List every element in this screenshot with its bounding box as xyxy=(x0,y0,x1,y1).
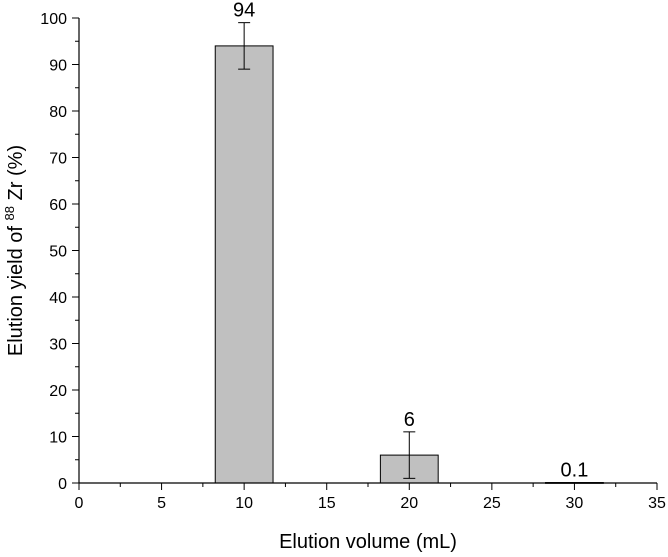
y-axis-title-element: Zr xyxy=(5,181,27,200)
axes-layer xyxy=(78,18,657,484)
x-ticks-layer: 0 5 10 15 20 25 30 35 xyxy=(75,483,666,512)
y-axis-title-prefix: Elution yield of xyxy=(5,220,27,356)
x-tick-label-1: 5 xyxy=(157,495,166,512)
data-label-1: 6 xyxy=(404,409,415,431)
data-label-0: 94 xyxy=(233,0,255,22)
y-tick-label-7: 70 xyxy=(49,151,67,168)
y-ticks-layer: 0 10 20 30 40 50 60 70 80 90 100 xyxy=(40,11,79,493)
y-tick-label-9: 90 xyxy=(49,58,67,75)
y-tick-label-0: 0 xyxy=(58,476,67,493)
x-tick-label-0: 0 xyxy=(75,495,84,512)
y-tick-label-5: 50 xyxy=(49,244,67,261)
error-bars-layer xyxy=(238,22,416,479)
y-tick-label-3: 30 xyxy=(49,337,67,354)
data-label-2: 0.1 xyxy=(561,460,589,482)
y-tick-label-10: 100 xyxy=(40,11,67,28)
y-tick-label-2: 20 xyxy=(49,383,67,400)
data-labels-layer: 94 6 0.1 xyxy=(233,0,588,482)
bar-0 xyxy=(214,45,274,484)
x-tick-label-2: 10 xyxy=(235,495,253,512)
x-tick-label-5: 25 xyxy=(483,495,501,512)
y-axis-title-superscript: 88 xyxy=(2,206,17,220)
y-axis-title-suffix: (%) xyxy=(5,145,27,176)
x-tick-label-3: 15 xyxy=(318,495,336,512)
x-tick-label-7: 35 xyxy=(648,495,666,512)
y-tick-label-8: 80 xyxy=(49,104,67,121)
x-axis-title: Elution volume (mL) xyxy=(279,531,457,553)
y-axis-title: Elution yield of 88 Zr (%) xyxy=(0,145,27,356)
y-tick-label-4: 40 xyxy=(49,290,67,307)
y-tick-label-1: 10 xyxy=(49,430,67,447)
y-tick-label-6: 60 xyxy=(49,197,67,214)
x-tick-label-6: 30 xyxy=(566,495,584,512)
x-tick-label-4: 20 xyxy=(400,495,418,512)
